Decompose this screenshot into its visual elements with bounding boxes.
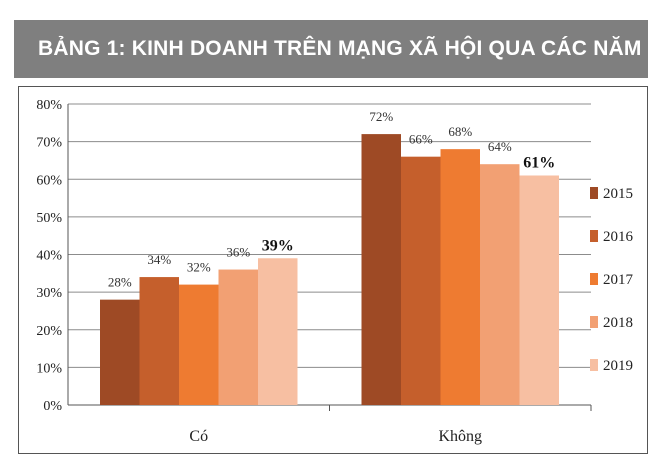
bar-chart: 0% 10% 20% 30% 40% 50% 60% 70% 80% 28% 34% 32% 36% 39… [36,98,634,445]
bar-2015-co [100,299,140,405]
data-label: 64% [488,139,512,154]
legend-swatch-2015 [590,187,598,199]
bar-2016-khong [401,156,441,405]
data-label: 32% [187,260,211,275]
bar-2018-co [218,269,258,405]
x-category-label: Không [438,428,482,445]
legend-label-2018: 2018 [603,315,633,331]
legend-swatch-2017 [590,273,598,285]
legend-label-2015: 2015 [603,186,633,202]
data-label: 68% [448,124,472,139]
y-tick-label: 20% [36,324,62,339]
y-tick-label: 60% [36,173,62,188]
y-tick-label: 40% [36,249,62,264]
title-bar: BẢNG 1: KINH DOANH TRÊN MẠNG XÃ HỘI QUA … [14,20,648,78]
y-tick-label: 80% [36,98,62,113]
legend-label-2019: 2019 [603,358,633,374]
legend-label-2016: 2016 [603,229,634,245]
legend-swatch-2016 [590,230,598,242]
y-tick-label: 0% [43,399,62,414]
bar-2017-khong [440,149,480,405]
y-tick-label: 50% [36,211,62,226]
bar-2019-khong [519,175,559,405]
data-label: 34% [147,252,171,267]
data-label: 72% [369,109,393,124]
bar-2019-co [258,258,298,405]
chart-frame: 0% 10% 20% 30% 40% 50% 60% 70% 80% 28% 34% 32% 36% 39… [18,86,648,454]
x-category-label: Có [189,428,208,445]
data-label: 39% [262,237,294,254]
bar-2015-khong [361,134,401,405]
y-tick-label: 70% [36,136,62,151]
legend-swatch-2019 [590,359,598,371]
chart-title: BẢNG 1: KINH DOANH TRÊN MẠNG XÃ HỘI QUA … [38,37,642,60]
data-label: 66% [409,132,433,147]
legend-label-2017: 2017 [603,272,634,288]
data-label: 36% [226,245,250,260]
bar-2017-co [179,284,219,405]
bar-2018-khong [480,164,520,405]
data-label: 61% [523,154,555,171]
legend-swatch-2018 [590,316,598,328]
data-label: 28% [108,275,132,290]
y-tick-label: 10% [36,361,62,376]
bar-2016-co [139,277,179,405]
y-tick-label: 30% [36,286,62,301]
